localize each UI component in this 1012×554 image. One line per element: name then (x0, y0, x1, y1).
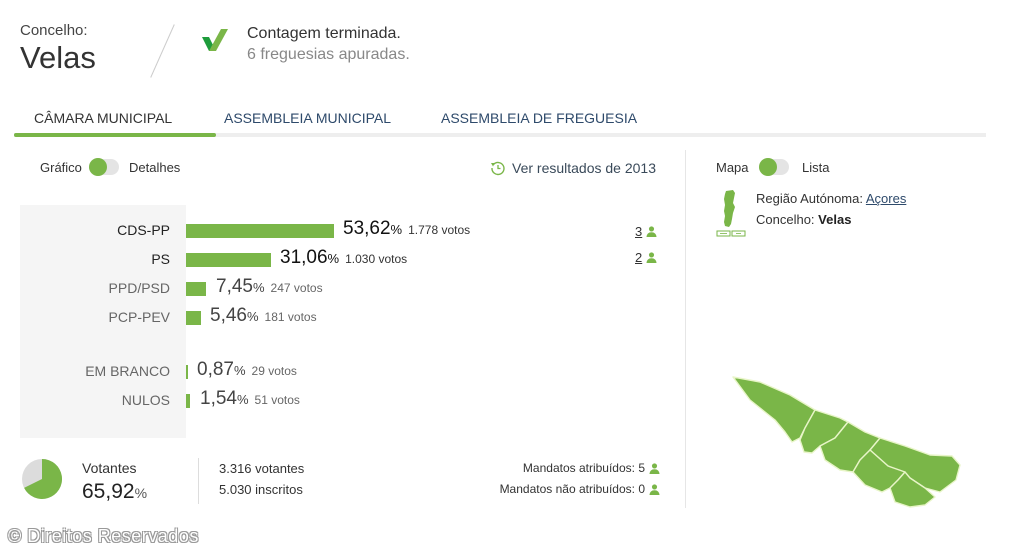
status-title: Contagem terminada. (247, 25, 401, 42)
check-icon (202, 29, 228, 51)
result-row-ps: PS 31,06% 1.030 votos (151, 247, 408, 268)
panel-divider (685, 150, 686, 508)
mapa-lista-toggle[interactable] (759, 158, 789, 176)
result-row-em-branco: EM BRANCO 0,87% 29 votos (85, 359, 297, 380)
toggle-detalhes-label: Detalhes (129, 160, 181, 175)
result-percent: 5,46 (210, 305, 247, 326)
turnout-percent: 65,92% (82, 480, 148, 503)
tab-assembleia-freguesia[interactable]: ASSEMBLEIA DE FREGUESIA (441, 110, 638, 126)
history-clock-icon (491, 161, 505, 176)
result-percent: 0,87 (197, 359, 234, 380)
tab-assembleia-municipal[interactable]: ASSEMBLEIA MUNICIPAL (224, 110, 392, 126)
inscritos-count: 5.030 inscritos (219, 482, 303, 497)
person-icon (649, 462, 660, 474)
mandates-attributed: Mandatos atribuídos: 5 (523, 461, 660, 475)
freguesia-area (889, 471, 936, 508)
mandates-count-link[interactable]: 2 (635, 250, 643, 265)
map-concelho-line: Concelho: Velas (756, 212, 852, 227)
party-name: CDS-PP (117, 222, 170, 238)
turnout-pie-chart (22, 459, 62, 499)
result-bar (186, 253, 271, 267)
mandates-not-attributed: Mandatos não atribuídos: 0 (500, 482, 660, 496)
result-row-pcp-pev: PCP-PEV 5,46% 181 votos (108, 305, 317, 326)
map-region-line: Região Autónoma: Açores (756, 191, 907, 206)
election-tabs: CÂMARA MUNICIPAL ASSEMBLEIA MUNICIPAL AS… (14, 104, 986, 137)
result-bar (186, 311, 201, 325)
person-icon (649, 483, 660, 495)
concelho-name: Velas (20, 40, 96, 75)
toggle-knob (759, 158, 777, 176)
toggle-knob (89, 158, 107, 176)
mandates-cds-pp: 3 (635, 224, 657, 239)
header-divider (150, 24, 175, 78)
freguesia-area (732, 376, 816, 443)
active-tab-indicator (14, 133, 216, 137)
status-subtitle: 6 freguesias apuradas. (247, 46, 410, 63)
freguesia-area (852, 449, 906, 493)
party-labels-column (20, 205, 186, 438)
tab-camara-municipal[interactable]: CÂMARA MUNICIPAL (34, 110, 173, 126)
result-percent: 7,45 (216, 276, 253, 297)
velas-freguesias-map[interactable] (720, 360, 980, 520)
result-percent: 31,06 (280, 247, 328, 268)
turnout-label: Votantes (82, 460, 137, 476)
result-votes: 181 votos (264, 310, 317, 324)
mandates-ps: 2 (635, 250, 657, 265)
result-percent: 1,54 (200, 388, 237, 409)
person-icon (646, 226, 657, 237)
result-bar (186, 365, 188, 379)
result-row-cds-pp: CDS-PP 53,62% 1.778 votos (117, 218, 471, 239)
result-votes: 29 votos (251, 364, 297, 378)
toggle-mapa-label: Mapa (716, 160, 749, 175)
result-row-ppd-psd: PPD/PSD 7,45% 247 votos (108, 276, 323, 297)
turnout-divider (198, 458, 199, 504)
party-name: NULOS (121, 392, 170, 408)
result-bar (186, 282, 206, 296)
party-name: PS (151, 251, 170, 267)
votantes-count: 3.316 votantes (219, 461, 305, 476)
copyright-watermark: © Direitos Reservados (8, 526, 199, 546)
toggle-grafico-label: Gráfico (40, 160, 82, 175)
result-votes: 51 votos (254, 393, 300, 407)
person-icon (646, 252, 657, 263)
concelho-label: Concelho: (20, 22, 88, 39)
party-name: PCP-PEV (108, 309, 170, 325)
result-votes: 1.030 votos (345, 252, 408, 266)
result-votes: 247 votos (270, 281, 323, 295)
portugal-mini-map-icon[interactable] (716, 189, 748, 239)
freguesia-area (799, 409, 849, 454)
grafico-detalhes-toggle[interactable] (89, 158, 119, 176)
history-link[interactable]: Ver resultados de 2013 (490, 160, 656, 176)
party-name: PPD/PSD (108, 280, 170, 296)
history-link-label: Ver resultados de 2013 (512, 160, 656, 176)
mandates-count-link[interactable]: 3 (635, 224, 643, 239)
result-bar (186, 224, 334, 238)
region-acores-link[interactable]: Açores (865, 191, 907, 206)
toggle-lista-label: Lista (802, 160, 830, 175)
result-percent: 53,62 (343, 218, 391, 239)
result-row-nulos: NULOS 1,54% 51 votos (121, 388, 300, 409)
result-votes: 1.778 votos (408, 223, 471, 237)
party-name: EM BRANCO (85, 363, 170, 379)
result-bar (186, 394, 190, 408)
